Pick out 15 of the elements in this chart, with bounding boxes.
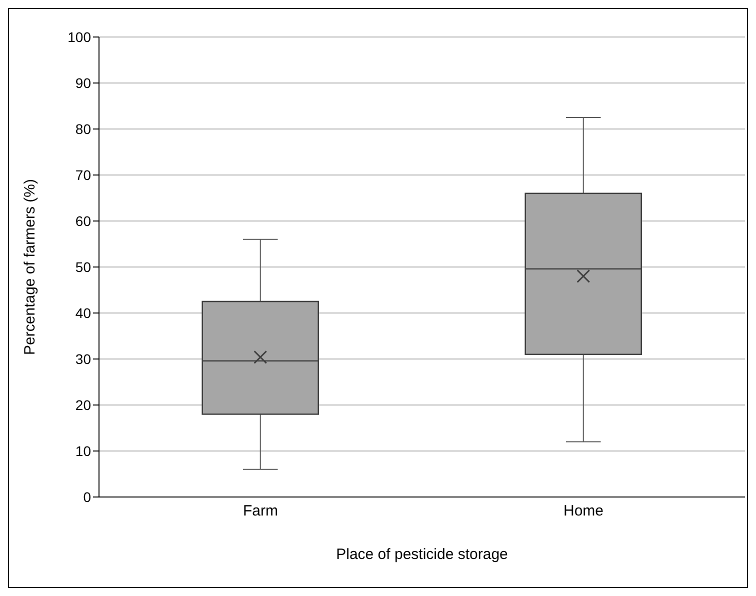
y-tick-label: 0 bbox=[83, 488, 92, 505]
x-tick-label: Home bbox=[563, 502, 604, 520]
y-tick-label: 30 bbox=[75, 350, 92, 367]
y-tick-label: 100 bbox=[68, 28, 92, 45]
x-tick-label: Farm bbox=[243, 502, 278, 520]
y-axis-title: Percentage of farmers (%) bbox=[21, 179, 38, 355]
y-tick-label: 70 bbox=[75, 166, 92, 183]
y-tick-label: 80 bbox=[75, 120, 92, 137]
y-tick-label: 40 bbox=[75, 304, 92, 321]
y-tick-label: 50 bbox=[75, 258, 92, 275]
y-tick-label: 10 bbox=[75, 442, 92, 459]
y-tick-label: 60 bbox=[75, 212, 92, 229]
x-axis-title: Place of pesticide storage bbox=[336, 546, 508, 563]
y-tick-label: 20 bbox=[75, 396, 92, 413]
y-tick-label: 90 bbox=[75, 74, 92, 91]
